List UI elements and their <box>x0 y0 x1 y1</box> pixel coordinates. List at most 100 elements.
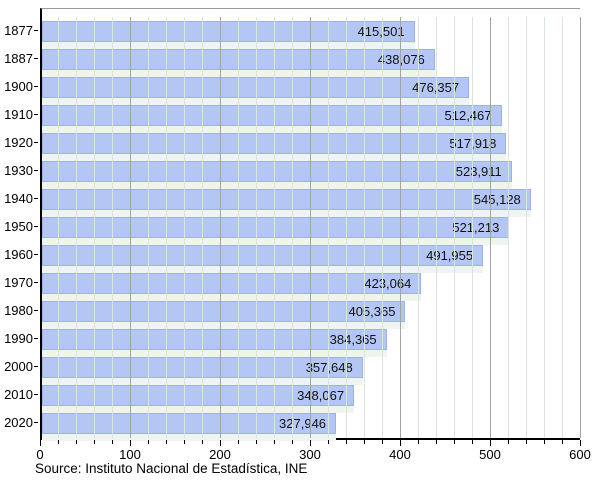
bar-value-label: 405,365 <box>348 304 396 319</box>
gridline-minor <box>274 17 275 438</box>
y-axis-label-2020: 2020 <box>4 415 33 430</box>
gridline-minor <box>472 17 473 438</box>
y-axis-tick <box>34 310 38 311</box>
x-axis-label-200: 200 <box>209 447 231 462</box>
y-axis-label-1887: 1887 <box>4 51 33 66</box>
x-axis-tick-minor <box>184 440 185 444</box>
y-axis-tick <box>34 198 38 199</box>
gridline-minor <box>454 17 455 438</box>
gridline-minor <box>238 17 239 438</box>
x-axis-tick-major <box>40 440 41 446</box>
bar-understrip <box>42 126 502 133</box>
y-axis-tick <box>34 86 38 87</box>
bar-understrip <box>42 266 484 273</box>
gridline-minor <box>346 17 347 438</box>
x-axis-tick-major <box>580 440 581 446</box>
bar-understrip <box>42 238 510 245</box>
gridline-minor <box>76 17 77 438</box>
bar-row-1887: 438,076 <box>42 49 580 77</box>
bar-value-label: 348,067 <box>297 388 345 403</box>
bar-understrip <box>42 434 337 441</box>
source-note: Source: Instituto Nacional de Estadístic… <box>35 461 308 476</box>
bar-value-label: 517,918 <box>449 136 505 151</box>
gridline-minor <box>58 17 59 438</box>
gridline-minor <box>184 17 185 438</box>
gridline-minor <box>364 17 365 438</box>
gridline-minor <box>436 17 437 438</box>
x-axis-tick-minor <box>382 440 383 444</box>
x-axis-tick-minor <box>328 440 329 444</box>
gridline-minor <box>94 17 95 438</box>
x-axis-label-400: 400 <box>389 447 411 462</box>
bar-1960: 491,955 <box>42 245 484 266</box>
gridline-minor <box>418 17 419 438</box>
y-axis-label-1930: 1930 <box>4 163 33 178</box>
x-axis-tick-minor <box>454 440 455 444</box>
x-axis-tick-minor <box>58 440 59 444</box>
gridline-minor <box>562 17 563 438</box>
x-axis-tick-minor <box>238 440 239 444</box>
bar-understrip <box>42 322 406 329</box>
x-axis-tick-minor <box>292 440 293 444</box>
y-axis-label-1877: 1877 <box>4 23 33 38</box>
x-axis-label-300: 300 <box>299 447 321 462</box>
bar-row-1980: 405,365 <box>42 301 580 329</box>
bar-value-label: 521,213 <box>452 220 500 235</box>
x-axis-tick-minor <box>94 440 95 444</box>
y-axis-label-1940: 1940 <box>4 191 33 206</box>
x-axis-tick-minor <box>202 440 203 444</box>
bar-understrip <box>42 406 355 413</box>
x-axis-label-500: 500 <box>479 447 501 462</box>
gridline-minor <box>508 17 509 438</box>
bar-1910: 512,467 <box>42 105 502 126</box>
bar-understrip <box>42 294 422 301</box>
y-axis-label-1990: 1990 <box>4 331 33 346</box>
gridline-minor <box>166 17 167 438</box>
bar-value-label: 423,064 <box>364 276 412 291</box>
bar-value-label: 512,467 <box>444 108 492 123</box>
gridline-minor <box>202 17 203 438</box>
gridline-minor <box>112 17 113 438</box>
gridline-minor <box>328 17 329 438</box>
gridline-minor <box>544 17 545 438</box>
x-axis-tick-minor <box>256 440 257 444</box>
x-axis-tick-minor <box>148 440 149 444</box>
bar-value-label: 523,911 <box>455 164 502 179</box>
y-axis-tick <box>34 338 38 339</box>
x-axis-tick-major <box>400 440 401 446</box>
gridline-minor <box>292 17 293 438</box>
bar-understrip <box>42 182 512 189</box>
y-axis-tick <box>34 114 38 115</box>
bar-rows: 415,501 438,076 476,357 512,467 517,918 523,9… <box>42 21 580 441</box>
bar-1950: 521,213 <box>42 217 510 238</box>
gridline-minor <box>382 17 383 438</box>
gridline-major <box>220 17 221 438</box>
x-axis-tick-minor <box>508 440 509 444</box>
x-axis-tick-minor <box>76 440 77 444</box>
gridline-minor <box>148 17 149 438</box>
gridline-major <box>310 17 311 438</box>
bar-value-label: 476,357 <box>412 80 468 95</box>
bar-2020: 327,946 <box>42 413 337 434</box>
x-axis-label-0: 0 <box>36 447 44 462</box>
gridline-major <box>490 17 491 438</box>
plot-area: 415,501 438,076 476,357 512,467 517,918 523,9… <box>40 8 581 441</box>
bar-understrip <box>42 98 470 105</box>
y-axis-label-1920: 1920 <box>4 135 33 150</box>
bar-value-label: 438,076 <box>377 52 425 67</box>
y-axis-label-2010: 2010 <box>4 387 33 402</box>
bar-1940: 545,128 <box>42 189 531 210</box>
y-axis-tick <box>34 142 38 143</box>
y-axis-label-1900: 1900 <box>4 79 33 94</box>
gridline-major <box>580 17 581 438</box>
y-axis-tick <box>34 394 38 395</box>
x-axis-tick-major <box>220 440 221 446</box>
bar-value-label: 357,648 <box>305 360 353 375</box>
x-axis-label-600: 600 <box>569 447 591 462</box>
x-axis-label-100: 100 <box>119 447 141 462</box>
x-axis-tick-minor <box>544 440 545 444</box>
bar-1970: 423,064 <box>42 273 422 294</box>
bar-row-1920: 517,918 <box>42 133 580 161</box>
bar-value-label: 415,501 <box>358 24 414 39</box>
